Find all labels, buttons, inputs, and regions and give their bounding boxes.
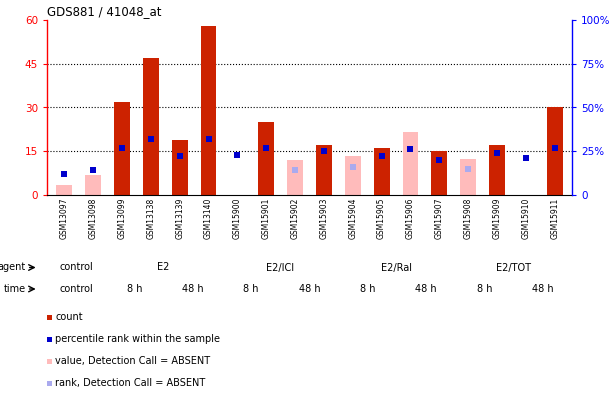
Bar	[200, 26, 216, 195]
Text: 48 h: 48 h	[182, 284, 203, 294]
Text: control: control	[59, 262, 93, 273]
Bar	[460, 158, 476, 195]
Bar	[172, 140, 188, 195]
Text: percentile rank within the sample: percentile rank within the sample	[56, 335, 221, 344]
Text: E2: E2	[158, 262, 170, 273]
Bar	[489, 145, 505, 195]
Bar	[403, 132, 419, 195]
Text: count: count	[56, 312, 83, 322]
Text: 48 h: 48 h	[415, 284, 437, 294]
Text: time: time	[4, 284, 26, 294]
Bar	[85, 175, 101, 195]
Text: 48 h: 48 h	[532, 284, 554, 294]
Text: control: control	[59, 284, 93, 294]
Text: agent: agent	[0, 262, 26, 273]
Bar	[143, 58, 159, 195]
Bar	[258, 122, 274, 195]
Text: E2/TOT: E2/TOT	[496, 262, 531, 273]
Text: E2/ICI: E2/ICI	[266, 262, 295, 273]
Bar	[547, 107, 563, 195]
Text: E2/Ral: E2/Ral	[381, 262, 412, 273]
Bar	[114, 102, 130, 195]
Text: 8 h: 8 h	[360, 284, 376, 294]
Text: 8 h: 8 h	[126, 284, 142, 294]
Bar	[316, 145, 332, 195]
Text: 48 h: 48 h	[299, 284, 320, 294]
Bar	[374, 148, 390, 195]
Bar	[56, 185, 72, 195]
Text: GDS881 / 41048_at: GDS881 / 41048_at	[47, 5, 161, 18]
Bar	[431, 151, 447, 195]
Text: rank, Detection Call = ABSENT: rank, Detection Call = ABSENT	[56, 378, 206, 388]
Bar	[345, 156, 360, 195]
Text: 8 h: 8 h	[243, 284, 259, 294]
Text: value, Detection Call = ABSENT: value, Detection Call = ABSENT	[56, 356, 211, 367]
Bar	[287, 160, 303, 195]
Text: 8 h: 8 h	[477, 284, 492, 294]
